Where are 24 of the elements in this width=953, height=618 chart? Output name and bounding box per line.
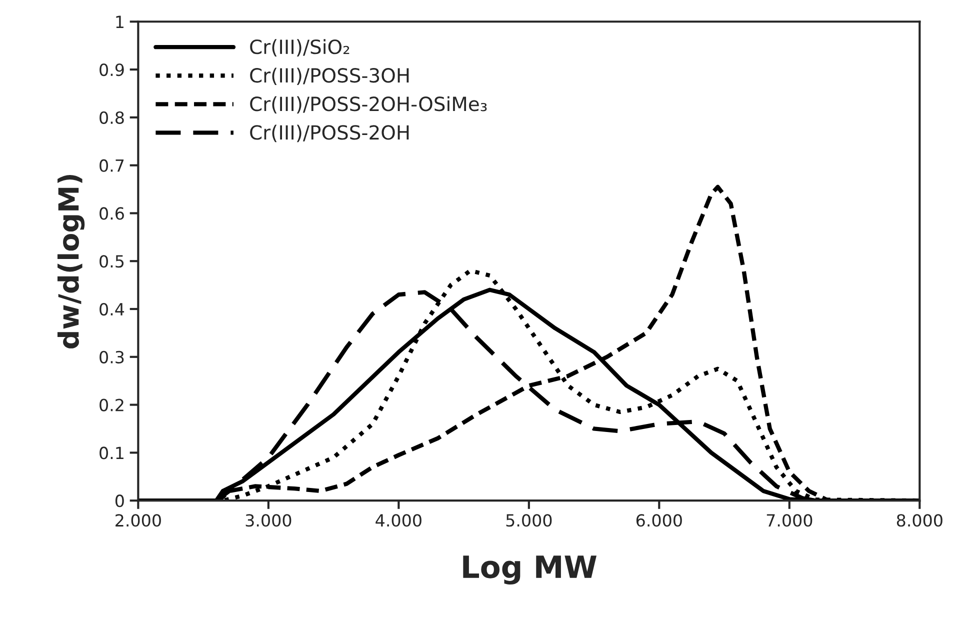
x-tick-label: 7.000 [766, 514, 812, 527]
legend-label: Cr(III)/POSS-2OH-OSiMe₃ [250, 96, 487, 114]
legend-label: Cr(III)/POSS-2OH [250, 124, 409, 142]
x-tick-label: 5.000 [506, 514, 552, 527]
x-tick-label: 4.000 [376, 514, 422, 527]
legend-label: Cr(III)/POSS-3OH [250, 68, 409, 86]
y-tick-label: 0.5 [100, 255, 124, 268]
y-tick-label: 1 [116, 16, 124, 28]
x-axis-title: Log MW [463, 556, 596, 584]
y-tick-label: 0.4 [100, 302, 124, 316]
x-tick-label: 6.000 [636, 514, 682, 527]
y-tick-label: 0.3 [100, 350, 124, 364]
y-tick-label: 0.9 [100, 63, 124, 76]
legend-label: Cr(III)/SiO₂ [250, 39, 350, 56]
x-tick-label: 3.000 [246, 514, 292, 527]
y-tick-label: 0.6 [100, 207, 124, 220]
y-tick-label: 0 [115, 494, 124, 508]
y-tick-label: 0.8 [100, 111, 124, 124]
y-tick-label: 0.7 [100, 159, 124, 172]
x-tick-label: 8.000 [896, 514, 942, 527]
x-tick-label: 2.000 [116, 514, 161, 527]
y-axis-title: dw/d(logM) [57, 174, 85, 348]
y-tick-label: 0.1 [100, 446, 124, 460]
y-tick-label: 0.2 [100, 398, 124, 412]
